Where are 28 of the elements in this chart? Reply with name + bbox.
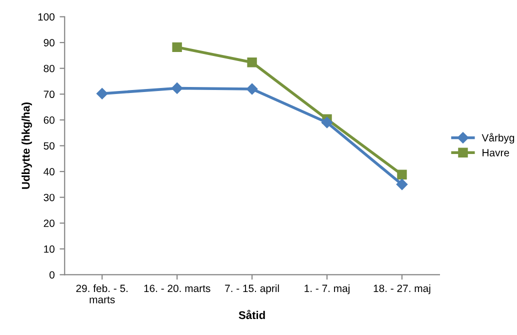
point <box>96 88 108 100</box>
point <box>396 178 408 190</box>
x-axis-title: Såtid <box>238 310 265 320</box>
y-tick-label: 80 <box>44 64 54 72</box>
point <box>247 58 257 68</box>
point <box>246 83 258 95</box>
point <box>397 170 407 180</box>
point <box>321 116 333 128</box>
point <box>171 82 183 94</box>
y-tick-label: 60 <box>44 116 54 124</box>
y-tick-label: 70 <box>44 90 54 98</box>
y-axis-title: Udbytte (hkg/ha) <box>22 102 32 189</box>
y-tick-label: 30 <box>44 194 54 202</box>
x-tick-label: 16. - 20. marts <box>144 284 210 292</box>
y-tick-label: 50 <box>44 142 54 150</box>
x-tick-label: 18. - 27. maj <box>374 284 430 294</box>
y-tick-label: 40 <box>44 168 54 176</box>
y-tick-label: 10 <box>44 245 54 253</box>
y-tick-label: 20 <box>44 220 54 227</box>
x-tick-label: 7. - 15. april <box>225 284 279 294</box>
x-tick-label: 1. - 7. maj <box>304 284 350 294</box>
legend-label: Havre <box>482 149 510 156</box>
y-tick-label: 100 <box>38 13 54 21</box>
y-tick-label: 0 <box>50 271 54 279</box>
legend-label: Vårbyg <box>482 132 514 144</box>
x-tick-label: 29. feb. - 5. marts <box>76 284 128 304</box>
point <box>172 42 182 52</box>
y-tick-label: 90 <box>44 39 54 46</box>
